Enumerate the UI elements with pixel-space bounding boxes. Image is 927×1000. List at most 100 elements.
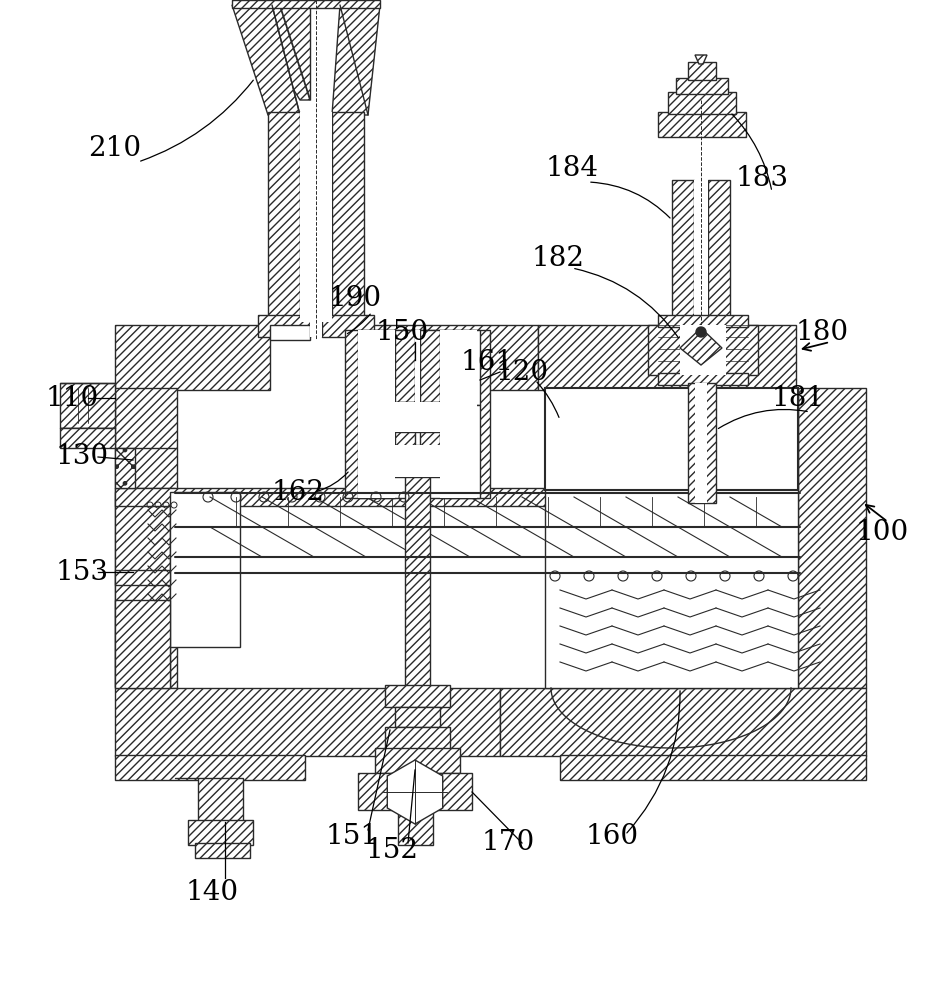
Bar	[268, 112, 299, 322]
Bar	[332, 112, 363, 322]
Bar	[559, 755, 865, 780]
Bar	[195, 843, 249, 858]
Bar	[188, 820, 253, 845]
Bar	[197, 778, 243, 823]
Bar	[385, 727, 450, 749]
Bar	[115, 388, 177, 688]
Bar	[115, 688, 500, 756]
Bar	[115, 492, 170, 687]
Bar	[693, 180, 707, 328]
Bar	[500, 688, 865, 756]
Polygon shape	[237, 0, 310, 100]
Bar	[395, 707, 439, 727]
Bar	[60, 383, 115, 428]
Bar	[395, 432, 414, 447]
Bar	[675, 78, 727, 94]
Bar	[115, 388, 177, 688]
Bar	[377, 402, 458, 432]
Bar	[420, 330, 439, 402]
Bar	[439, 330, 476, 498]
Text: 110: 110	[45, 384, 98, 412]
Bar	[385, 727, 450, 749]
Bar	[657, 112, 745, 137]
Bar	[258, 315, 310, 337]
Bar	[647, 325, 757, 375]
Bar	[414, 330, 420, 402]
Bar	[322, 315, 374, 337]
Polygon shape	[358, 773, 472, 810]
Bar	[544, 388, 797, 490]
Bar	[60, 383, 115, 428]
Bar	[420, 432, 439, 447]
Bar	[707, 180, 730, 328]
Bar	[647, 325, 757, 375]
Bar	[60, 428, 115, 448]
Bar	[332, 112, 363, 322]
Bar	[377, 445, 458, 477]
Text: 180: 180	[794, 318, 847, 346]
Bar	[195, 843, 249, 858]
Bar	[268, 112, 299, 322]
Bar	[258, 315, 310, 337]
Bar	[667, 92, 735, 114]
Bar	[232, 0, 379, 8]
Text: 182: 182	[531, 244, 584, 271]
Circle shape	[695, 327, 705, 337]
Bar	[420, 432, 439, 447]
Bar	[115, 488, 774, 506]
Bar	[197, 778, 243, 823]
Bar	[439, 330, 489, 498]
Bar	[679, 325, 725, 375]
Bar	[385, 685, 450, 707]
Bar	[368, 325, 538, 390]
Text: 150: 150	[375, 318, 428, 346]
Bar	[395, 330, 414, 402]
Bar	[115, 448, 134, 488]
Bar	[345, 330, 395, 498]
Text: 152: 152	[365, 836, 418, 863]
Bar	[345, 330, 395, 498]
Bar	[544, 388, 797, 688]
Text: 151: 151	[325, 822, 378, 850]
Bar	[377, 402, 458, 432]
Text: 100: 100	[855, 518, 908, 546]
Bar	[232, 0, 379, 8]
Text: 130: 130	[56, 444, 108, 471]
Bar	[500, 688, 865, 756]
Bar	[657, 373, 747, 385]
Bar	[538, 325, 795, 390]
Bar	[398, 810, 433, 845]
Bar	[115, 600, 170, 688]
Bar	[375, 748, 460, 773]
Polygon shape	[332, 5, 379, 115]
Bar	[368, 325, 538, 390]
Bar	[115, 492, 170, 687]
Polygon shape	[679, 328, 721, 365]
Bar	[538, 325, 795, 390]
Bar	[395, 445, 439, 477]
Bar	[115, 570, 170, 585]
Bar	[420, 330, 439, 402]
Bar	[404, 477, 429, 687]
Text: 162: 162	[272, 479, 324, 506]
Bar	[188, 820, 253, 845]
Bar	[657, 112, 745, 137]
Bar	[310, 315, 322, 337]
Bar	[395, 330, 414, 402]
Bar	[299, 112, 332, 322]
Bar	[115, 570, 170, 585]
Text: 181: 181	[770, 384, 824, 412]
Bar	[395, 432, 414, 447]
Text: 153: 153	[56, 558, 108, 585]
Bar	[398, 810, 433, 845]
Bar	[115, 688, 500, 756]
Bar	[687, 62, 716, 80]
Text: 190: 190	[328, 284, 381, 312]
Bar	[797, 388, 865, 688]
Bar	[675, 78, 727, 94]
Text: 120: 120	[495, 359, 548, 385]
Bar	[707, 180, 730, 328]
Bar	[404, 477, 429, 687]
Text: 183: 183	[735, 164, 788, 192]
Bar	[270, 325, 310, 340]
